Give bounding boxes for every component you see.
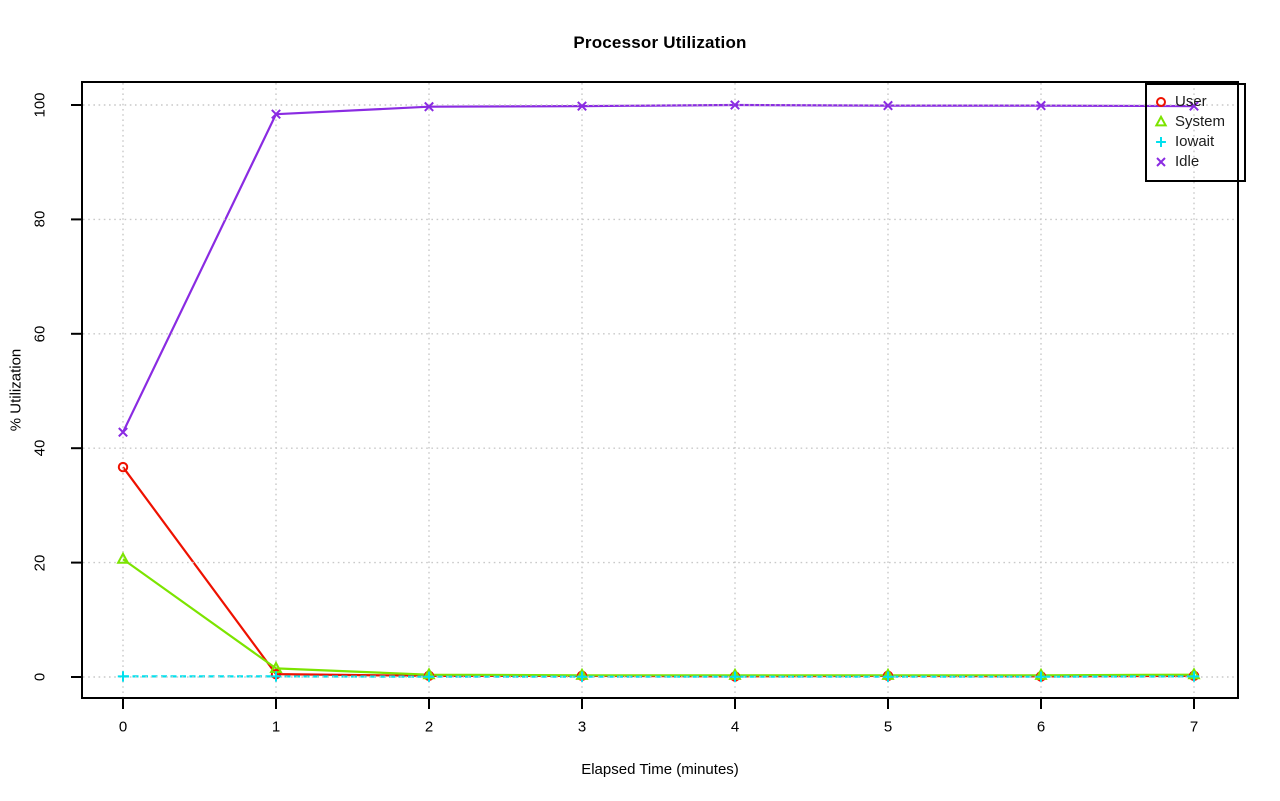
data-point-marker-x-cross: [424, 101, 434, 112]
x-tick-label: 3: [577, 718, 587, 736]
y-tick-label: 40: [31, 439, 49, 457]
data-point-marker-x-cross: [118, 427, 128, 438]
open-circle-icon: [1156, 97, 1166, 107]
data-point-marker-open-triangle: [1154, 114, 1168, 127]
data-point-marker-plus: [1035, 671, 1047, 682]
legend-item-idle: Idle: [1147, 152, 1244, 172]
data-point-marker-open-circle: [1156, 97, 1166, 107]
series-markers-idle: [118, 100, 1199, 438]
legend-item-label: User: [1175, 93, 1207, 110]
data-point-marker-plus: [729, 671, 741, 682]
data-point-marker-x-cross: [577, 101, 587, 112]
plus-icon: [1156, 137, 1166, 147]
x-tick-label: 1: [271, 718, 281, 736]
y-tick-label: 100: [31, 92, 49, 118]
open-triangle-icon: [1154, 114, 1168, 127]
legend-item-user: User: [1147, 92, 1244, 112]
data-point-marker-plus: [1156, 137, 1166, 147]
gridlines: [83, 83, 1237, 697]
legend-item-label: System: [1175, 113, 1226, 130]
y-tick-label: 0: [31, 672, 49, 682]
legend-item-system: System: [1147, 112, 1244, 132]
y-tick-label: 20: [31, 554, 49, 571]
y-tick-label: 80: [31, 211, 49, 228]
plot-box: [81, 81, 1239, 699]
y-tick-label: 60: [31, 325, 49, 343]
data-point-marker-plus: [117, 671, 129, 682]
data-point-marker-x-cross: [883, 100, 893, 111]
x-tick-label: 4: [730, 718, 740, 736]
data-point-marker-plus: [1188, 671, 1200, 682]
legend: User System Iowait Idle: [1145, 83, 1246, 182]
legend-item-label: Iowait: [1175, 133, 1215, 150]
series-markers-iowait: [117, 671, 1200, 682]
legend-item-label: Idle: [1175, 153, 1200, 170]
data-point-marker-x-cross: [730, 100, 740, 110]
data-point-marker-x-cross: [1156, 157, 1166, 167]
data-point-marker-plus: [423, 671, 435, 682]
series-line-idle: [122, 103, 1195, 433]
x-axis-label: Elapsed Time (minutes): [581, 761, 739, 778]
x-tick-label: 6: [1036, 718, 1046, 736]
data-point-marker-x-cross: [271, 109, 281, 120]
x-tick-label: 7: [1189, 718, 1199, 736]
axis-ticks: [71, 104, 1195, 709]
data-point-marker-x-cross: [1036, 100, 1046, 111]
x-cross-icon: [1156, 157, 1166, 167]
series-markers-system: [116, 551, 1201, 680]
x-tick-label: 5: [883, 718, 893, 736]
legend-item-iowait: Iowait: [1147, 132, 1244, 152]
series-line-system: [122, 558, 1195, 677]
data-point-marker-plus: [270, 671, 282, 682]
data-point-marker-open-triangle: [116, 551, 130, 564]
series-markers-user: [117, 461, 1200, 682]
chart-title: Processor Utilization: [573, 33, 747, 52]
data-point-marker-open-circle: [117, 461, 129, 473]
data-point-marker-plus: [576, 671, 588, 682]
x-tick-label: 2: [424, 718, 434, 736]
y-axis-label: % Utilization: [7, 348, 25, 432]
data-point-marker-x-cross: [1189, 101, 1199, 112]
x-tick-label: 0: [118, 718, 128, 736]
data-point-marker-plus: [882, 671, 894, 682]
series-line-user: [122, 466, 1195, 678]
